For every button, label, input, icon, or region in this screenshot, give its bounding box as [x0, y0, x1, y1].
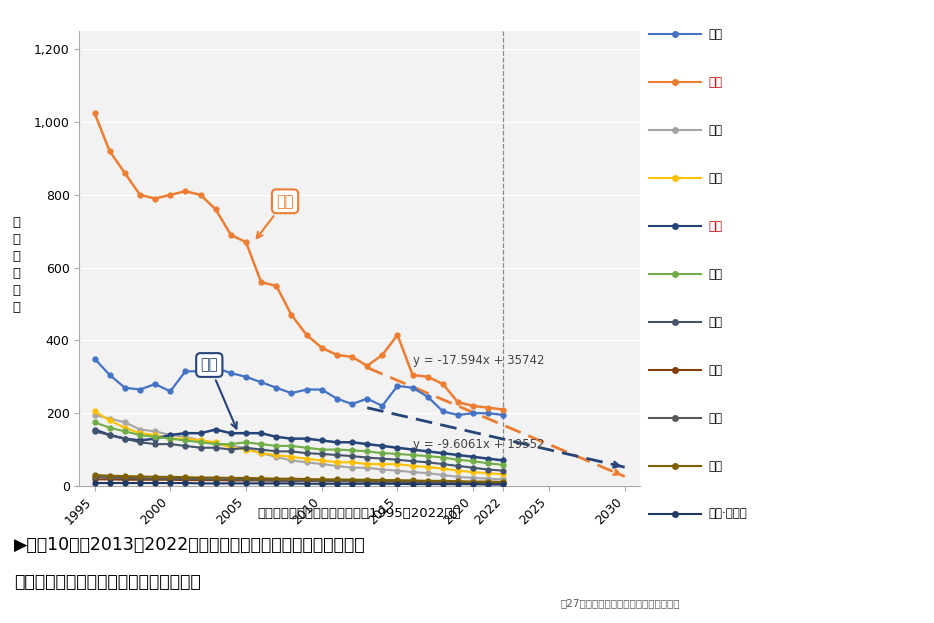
Text: 腕部: 腕部	[708, 412, 722, 424]
Text: 胸部: 胸部	[708, 220, 722, 232]
Text: 腰部: 腰部	[708, 364, 722, 376]
Text: 顔部: 顔部	[708, 124, 722, 136]
Text: 頭部: 頭部	[257, 194, 294, 238]
Text: 胸部が頭部を逆転する可能性がある。: 胸部が頭部を逆転する可能性がある。	[14, 573, 201, 591]
Text: 第27回　交通事故・調査分析研究発表会: 第27回 交通事故・調査分析研究発表会	[560, 598, 680, 608]
Text: 胸部: 胸部	[201, 358, 237, 429]
Text: 図　人身損傷主部位別死者数（1995～2022年）: 図 人身損傷主部位別死者数（1995～2022年）	[258, 508, 461, 520]
Text: 背部: 背部	[708, 316, 722, 328]
Text: y = -17.594x + 35742: y = -17.594x + 35742	[413, 354, 545, 367]
Text: y = -9.6061x + 19552: y = -9.6061x + 19552	[413, 438, 545, 451]
Text: 全損: 全損	[708, 28, 722, 40]
Text: 脚部: 脚部	[708, 460, 722, 472]
Text: ▶直近10年（2013～2022年）の傾向から予測すると、近い将来: ▶直近10年（2013～2022年）の傾向から予測すると、近い将来	[14, 536, 365, 554]
Text: 腹部: 腹部	[708, 268, 722, 280]
Text: 死
者
数
［
人
］: 死 者 数 ［ 人 ］	[13, 216, 21, 314]
Text: 頭部: 頭部	[708, 76, 722, 88]
Text: 窒息·溺死等: 窒息·溺死等	[708, 508, 746, 520]
Text: 頸部: 頸部	[708, 172, 722, 184]
